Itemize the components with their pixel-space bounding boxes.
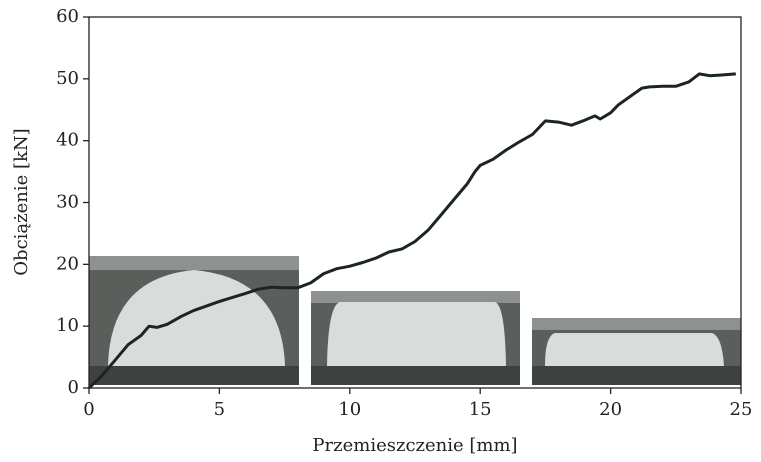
x-tick-label: 25 [730, 399, 753, 420]
photo-part [327, 302, 506, 366]
photo-part [89, 366, 299, 385]
y-tick-label: 0 [68, 377, 79, 398]
y-tick-label: 30 [56, 192, 79, 213]
photo-part [311, 291, 520, 303]
photo-part [532, 366, 741, 385]
y-tick-label: 10 [56, 315, 79, 336]
photos [89, 256, 741, 385]
x-tick-label: 5 [214, 399, 225, 420]
photo-part [89, 256, 299, 270]
photo-part [311, 366, 520, 385]
y-axis-label: Obciążenie [kN] [11, 128, 32, 275]
y-tick-label: 50 [56, 68, 79, 89]
x-tick-label: 20 [599, 399, 622, 420]
x-tick-label: 0 [83, 399, 94, 420]
data-line [87, 72, 736, 390]
y-tick-label: 20 [56, 253, 79, 274]
photo-part [545, 333, 724, 366]
photo-part [532, 318, 741, 330]
x-axis-label: Przemieszczenie [mm] [312, 435, 517, 456]
y-tick-label: 60 [56, 6, 79, 27]
y-tick-label: 40 [56, 130, 79, 151]
x-tick-label: 15 [469, 399, 492, 420]
x-tick-label: 10 [338, 399, 361, 420]
